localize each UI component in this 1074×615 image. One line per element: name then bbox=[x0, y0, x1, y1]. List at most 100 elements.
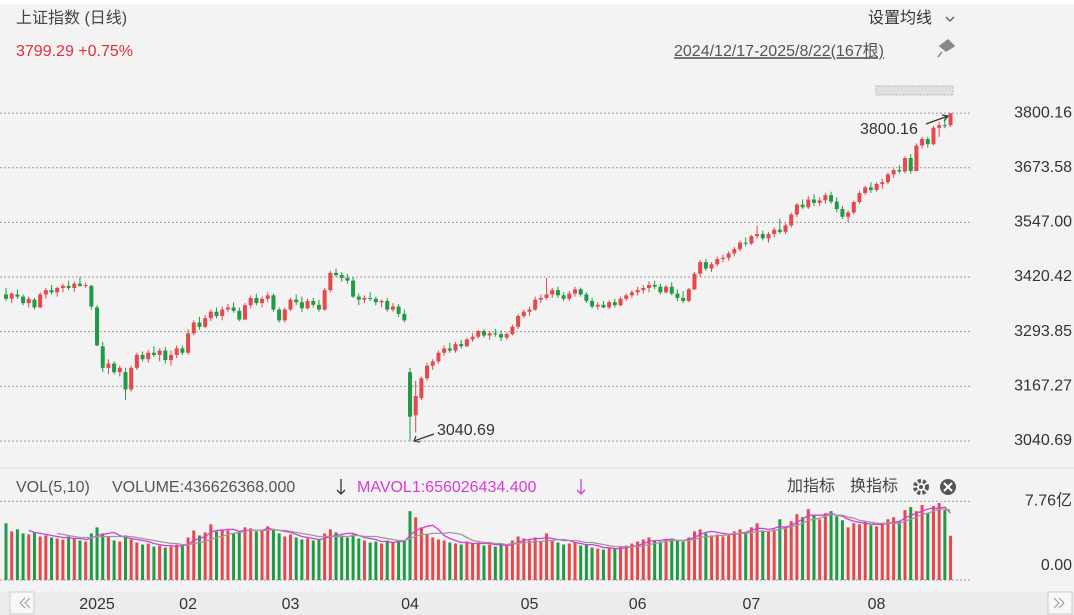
y-tick-label: 7.76亿 bbox=[1025, 492, 1072, 510]
volume-bar bbox=[175, 544, 179, 580]
volume-bar bbox=[926, 513, 930, 580]
candle-body bbox=[669, 286, 674, 294]
candle-body bbox=[732, 249, 737, 254]
candle-body bbox=[214, 311, 219, 317]
gear-icon[interactable] bbox=[913, 479, 929, 495]
volume-bar bbox=[806, 509, 810, 580]
volume-bar bbox=[141, 544, 145, 580]
candle-body bbox=[931, 127, 936, 145]
high-label: 3800.16 bbox=[860, 121, 918, 138]
volume-bar bbox=[949, 535, 953, 580]
candle-body bbox=[646, 284, 651, 288]
candle-body bbox=[191, 322, 196, 334]
volume-bar bbox=[630, 543, 634, 580]
candle-body bbox=[174, 348, 179, 355]
chevron[interactable] bbox=[945, 16, 955, 22]
volume-bar bbox=[419, 527, 423, 580]
candle-body bbox=[937, 125, 942, 128]
scroll-left[interactable] bbox=[9, 591, 35, 615]
candle-body bbox=[117, 367, 122, 373]
candle-body bbox=[675, 293, 680, 298]
candle-body bbox=[726, 253, 731, 258]
y-tick-label: 3420.42 bbox=[1014, 268, 1072, 285]
candle-body bbox=[60, 285, 65, 288]
candle-body bbox=[146, 352, 151, 360]
candle-body bbox=[242, 305, 247, 320]
candle-body bbox=[402, 313, 407, 321]
volume-bar bbox=[306, 538, 310, 580]
candle-body bbox=[925, 139, 930, 145]
pin-icon[interactable] bbox=[937, 39, 956, 58]
candle-body bbox=[897, 170, 902, 172]
candle-body bbox=[607, 302, 612, 308]
volume-bar bbox=[380, 543, 384, 580]
volume-bar bbox=[442, 540, 446, 580]
volume-bar bbox=[237, 532, 241, 580]
candle-body bbox=[151, 352, 156, 355]
add-indicator[interactable]: 加指标 bbox=[787, 477, 835, 495]
low-label: 3040.69 bbox=[437, 422, 495, 439]
scroll-left-icon[interactable] bbox=[19, 597, 31, 609]
x-tick-label: 06 bbox=[629, 596, 647, 613]
candle-body bbox=[561, 295, 566, 299]
volume-bar bbox=[391, 542, 395, 580]
candle-body bbox=[760, 234, 765, 239]
quote: 3799.29 +0.75% bbox=[16, 43, 133, 60]
volume-bar bbox=[397, 541, 401, 580]
switch-indicator[interactable]: 换指标 bbox=[850, 477, 898, 495]
ma-setting[interactable]: 设置均线 bbox=[868, 9, 932, 27]
volume-bar bbox=[118, 541, 122, 580]
volume-bar bbox=[539, 541, 543, 580]
candle-body bbox=[487, 333, 492, 336]
x-axis-bar bbox=[0, 592, 1074, 615]
scroll-right[interactable] bbox=[1047, 591, 1073, 615]
volume-bar bbox=[522, 538, 526, 580]
volume-bar bbox=[414, 517, 418, 580]
candle-body bbox=[208, 311, 213, 319]
top-strip bbox=[0, 0, 1074, 4]
candle-body bbox=[715, 259, 720, 265]
candle-body bbox=[493, 333, 498, 335]
volume-bar bbox=[619, 546, 623, 580]
volume-bar bbox=[846, 527, 850, 580]
candle-body bbox=[664, 286, 669, 293]
candle-body bbox=[4, 294, 8, 299]
indicator-name: VOL(5,10) bbox=[16, 479, 90, 496]
candle-body bbox=[595, 304, 600, 307]
scroll-right-icon[interactable] bbox=[1053, 597, 1065, 609]
volume-bar bbox=[931, 506, 935, 580]
volume-bar bbox=[32, 532, 36, 580]
gear-center[interactable] bbox=[919, 485, 923, 489]
candle-body bbox=[851, 202, 856, 213]
candle-body bbox=[21, 296, 26, 304]
candle-body bbox=[749, 236, 754, 244]
candle-body bbox=[681, 297, 686, 301]
volume-bar bbox=[243, 527, 247, 580]
volume-bar bbox=[801, 517, 805, 580]
volume-bar bbox=[675, 540, 679, 580]
scroll-thumb[interactable] bbox=[875, 85, 954, 96]
date-range[interactable]: 2024/12/17-2025/8/22(167根) bbox=[674, 42, 884, 60]
volume-bar bbox=[510, 540, 514, 580]
volume-bar bbox=[875, 526, 879, 580]
volume-bar bbox=[687, 537, 691, 580]
candle-body bbox=[362, 297, 367, 300]
candle-body bbox=[351, 280, 356, 297]
candle-body bbox=[533, 299, 538, 310]
close-cross[interactable] bbox=[943, 482, 953, 492]
candle-body bbox=[658, 286, 663, 293]
volume-bar bbox=[61, 539, 65, 580]
candle-body bbox=[578, 289, 583, 295]
volume-bar bbox=[15, 529, 19, 580]
volume-bar bbox=[892, 517, 896, 580]
volume-bar bbox=[283, 536, 287, 580]
candle-body bbox=[345, 278, 350, 281]
volume-bar bbox=[710, 535, 714, 580]
volume-bar bbox=[880, 524, 884, 580]
candle-body bbox=[601, 304, 606, 308]
candle-body bbox=[106, 363, 111, 368]
candle-body bbox=[908, 158, 913, 171]
volume-bar bbox=[823, 513, 827, 580]
volume-bar bbox=[596, 548, 600, 580]
mavol-line bbox=[28, 506, 951, 550]
